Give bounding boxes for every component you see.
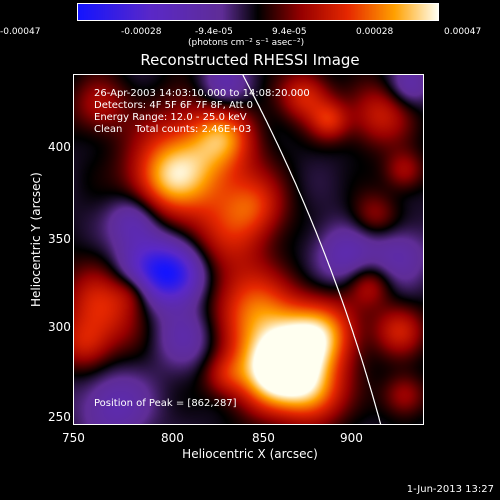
reconstructed-image bbox=[74, 75, 423, 424]
colorbar-gradient bbox=[78, 4, 438, 20]
y-tick-350: 350 bbox=[48, 232, 71, 246]
x-tick-750: 750 bbox=[62, 431, 85, 445]
colorbar-tick-6: 0.00047 bbox=[444, 27, 482, 37]
colorbar-tick-3: -9.4e-05 bbox=[195, 27, 233, 37]
colorbar-tick-5: 0.00028 bbox=[356, 27, 394, 37]
image-plot bbox=[73, 74, 424, 425]
colorbar-tick-2: -0.00028 bbox=[121, 27, 162, 37]
image-title: Reconstructed RHESSI Image bbox=[140, 51, 360, 69]
y-tick-400: 400 bbox=[48, 140, 71, 154]
info-clean-counts: Clean Total counts: 2.46E+03 bbox=[94, 124, 252, 135]
x-tick-900: 900 bbox=[340, 431, 363, 445]
colorbar-unit-label: (photons cm⁻² s⁻¹ asec⁻²) bbox=[188, 38, 305, 48]
y-tick-250: 250 bbox=[48, 410, 71, 424]
x-tick-850: 850 bbox=[252, 431, 275, 445]
solar-limb-curve bbox=[242, 75, 382, 424]
colorbar bbox=[77, 3, 439, 21]
y-axis-label: Heliocentric Y (arcsec) bbox=[29, 172, 43, 307]
info-peak-position: Position of Peak = [862,287] bbox=[94, 398, 237, 409]
y-tick-300: 300 bbox=[48, 320, 71, 334]
x-tick-800: 800 bbox=[161, 431, 184, 445]
x-axis-label: Heliocentric X (arcsec) bbox=[182, 447, 318, 461]
solar-limb-overlay bbox=[242, 75, 382, 424]
colorbar-tick-1: -0.00047 bbox=[0, 27, 41, 37]
render-timestamp: 1-Jun-2013 13:27 bbox=[406, 484, 494, 495]
info-time-range: 26-Apr-2003 14:03:10.000 to 14:08:20.000 bbox=[94, 88, 310, 99]
info-energy-range: Energy Range: 12.0 - 25.0 keV bbox=[94, 112, 247, 123]
info-detectors: Detectors: 4F 5F 6F 7F 8F, Att 0 bbox=[94, 100, 254, 111]
colorbar-tick-4: 9.4e-05 bbox=[272, 27, 307, 37]
